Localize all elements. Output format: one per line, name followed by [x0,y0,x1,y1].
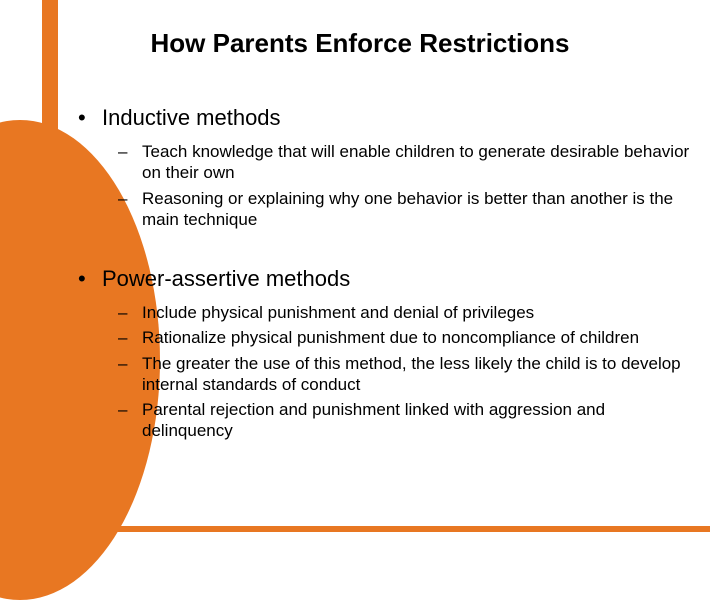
slide-content: • Inductive methods – Teach knowledge th… [78,105,698,446]
list-item: – Rationalize physical punishment due to… [118,327,698,348]
list-item-text: The greater the use of this method, the … [142,353,698,396]
list-item: – Parental rejection and punishment link… [118,399,698,442]
bullet-dot-icon: • [78,105,102,131]
dash-icon: – [118,399,142,442]
list-item-text: Parental rejection and punishment linked… [142,399,698,442]
section-heading: • Inductive methods [78,105,698,131]
dash-icon: – [118,302,142,323]
list-item: – Teach knowledge that will enable child… [118,141,698,184]
dash-icon: – [118,188,142,231]
list-item-text: Teach knowledge that will enable childre… [142,141,698,184]
frame-left-bar [42,0,58,540]
sub-list: – Include physical punishment and denial… [118,302,698,442]
list-item-text: Reasoning or explaining why one behavior… [142,188,698,231]
dash-icon: – [118,327,142,348]
list-item: – Reasoning or explaining why one behavi… [118,188,698,231]
list-item: – The greater the use of this method, th… [118,353,698,396]
list-item: – Include physical punishment and denial… [118,302,698,323]
sub-list: – Teach knowledge that will enable child… [118,141,698,230]
slide-title: How Parents Enforce Restrictions [0,28,720,59]
bullet-dot-icon: • [78,266,102,292]
section-heading-text: Inductive methods [102,105,281,131]
dash-icon: – [118,141,142,184]
section-heading-text: Power-assertive methods [102,266,350,292]
frame-bottom-bar [42,526,710,532]
section-heading: • Power-assertive methods [78,266,698,292]
dash-icon: – [118,353,142,396]
list-item-text: Rationalize physical punishment due to n… [142,327,698,348]
list-item-text: Include physical punishment and denial o… [142,302,698,323]
